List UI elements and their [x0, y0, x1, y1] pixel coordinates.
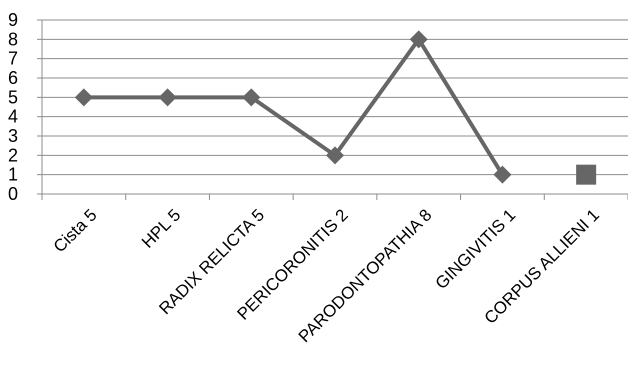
series-line: [83, 37, 505, 176]
y-tick-label: 4: [8, 107, 18, 127]
data-point-diamond: [158, 88, 177, 107]
y-tick-label: 0: [8, 184, 18, 204]
data-point-diamond: [326, 146, 344, 165]
y-tick-label: 2: [8, 145, 18, 165]
x-category-label: HPL 5: [138, 205, 184, 251]
data-point-diamond: [409, 30, 428, 49]
data-series: [74, 30, 597, 185]
y-tick-label: 1: [8, 165, 18, 185]
y-tick-label: 9: [8, 10, 18, 30]
y-tick-label: 6: [8, 68, 18, 88]
axes: [37, 19, 628, 200]
y-tick-label: 5: [8, 87, 18, 107]
data-point-square: [576, 164, 597, 185]
y-tick-label: 7: [8, 49, 18, 69]
data-point-diamond: [493, 165, 512, 184]
y-tick-label: 3: [8, 126, 18, 146]
data-point-diamond: [242, 88, 261, 107]
x-category-label: GINGIVITIS 1: [432, 205, 520, 293]
y-tick-label: 8: [8, 29, 18, 49]
data-point-diamond: [74, 88, 93, 107]
x-category-label: PARODONTOPATHIA 8: [295, 205, 436, 346]
x-category-label: Cista 5: [50, 205, 101, 256]
